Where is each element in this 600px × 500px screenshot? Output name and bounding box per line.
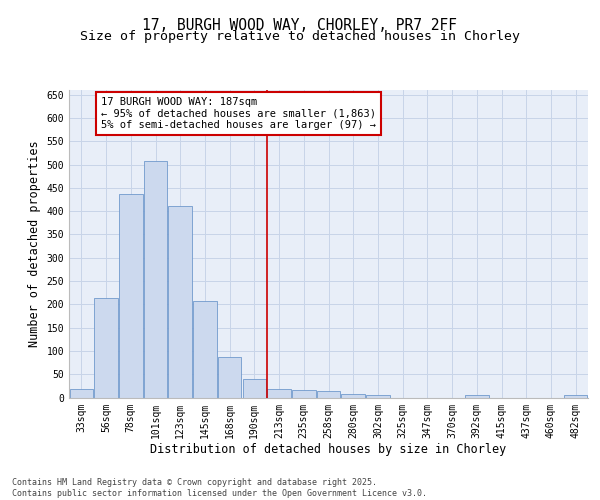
Text: Contains HM Land Registry data © Crown copyright and database right 2025.
Contai: Contains HM Land Registry data © Crown c… (12, 478, 427, 498)
Bar (317, 392, 340, 398)
Bar (341, 394, 365, 398)
Text: 17, BURGH WOOD WAY, CHORLEY, PR7 2FF: 17, BURGH WOOD WAY, CHORLEY, PR7 2FF (143, 18, 458, 32)
Bar (218, 357, 241, 398)
Bar (144, 162, 167, 398)
Bar (564, 395, 587, 398)
Text: Size of property relative to detached houses in Chorley: Size of property relative to detached ho… (80, 30, 520, 43)
X-axis label: Distribution of detached houses by size in Chorley: Distribution of detached houses by size … (151, 443, 506, 456)
Bar (242, 379, 266, 398)
Bar (119, 194, 143, 398)
Y-axis label: Number of detached properties: Number of detached properties (28, 140, 41, 347)
Bar (366, 395, 389, 398)
Text: 17 BURGH WOOD WAY: 187sqm
← 95% of detached houses are smaller (1,863)
5% of sem: 17 BURGH WOOD WAY: 187sqm ← 95% of detac… (101, 97, 376, 130)
Bar (268, 389, 291, 398)
Bar (70, 389, 93, 398)
Bar (193, 301, 217, 398)
Bar (94, 298, 118, 398)
Bar (465, 395, 488, 398)
Bar (169, 206, 192, 398)
Bar (292, 390, 316, 398)
